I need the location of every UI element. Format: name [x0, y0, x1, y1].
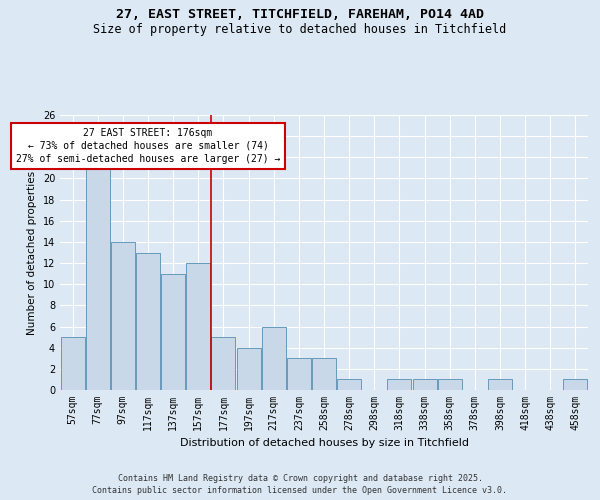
Bar — [211, 337, 235, 390]
Bar — [262, 326, 286, 390]
Bar — [563, 380, 587, 390]
Bar — [187, 263, 210, 390]
Text: 27 EAST STREET: 176sqm
← 73% of detached houses are smaller (74)
27% of semi-det: 27 EAST STREET: 176sqm ← 73% of detached… — [16, 128, 280, 164]
Bar — [287, 358, 311, 390]
Bar — [86, 168, 110, 390]
Text: Size of property relative to detached houses in Titchfield: Size of property relative to detached ho… — [94, 22, 506, 36]
Bar — [312, 358, 336, 390]
Bar — [337, 380, 361, 390]
Text: Contains HM Land Registry data © Crown copyright and database right 2025.
Contai: Contains HM Land Registry data © Crown c… — [92, 474, 508, 495]
Bar — [413, 380, 437, 390]
Y-axis label: Number of detached properties: Number of detached properties — [27, 170, 37, 334]
Bar — [161, 274, 185, 390]
Bar — [438, 380, 461, 390]
Bar — [388, 380, 412, 390]
Bar — [111, 242, 135, 390]
Bar — [236, 348, 260, 390]
Bar — [488, 380, 512, 390]
X-axis label: Distribution of detached houses by size in Titchfield: Distribution of detached houses by size … — [179, 438, 469, 448]
Text: 27, EAST STREET, TITCHFIELD, FAREHAM, PO14 4AD: 27, EAST STREET, TITCHFIELD, FAREHAM, PO… — [116, 8, 484, 20]
Bar — [136, 252, 160, 390]
Bar — [61, 337, 85, 390]
